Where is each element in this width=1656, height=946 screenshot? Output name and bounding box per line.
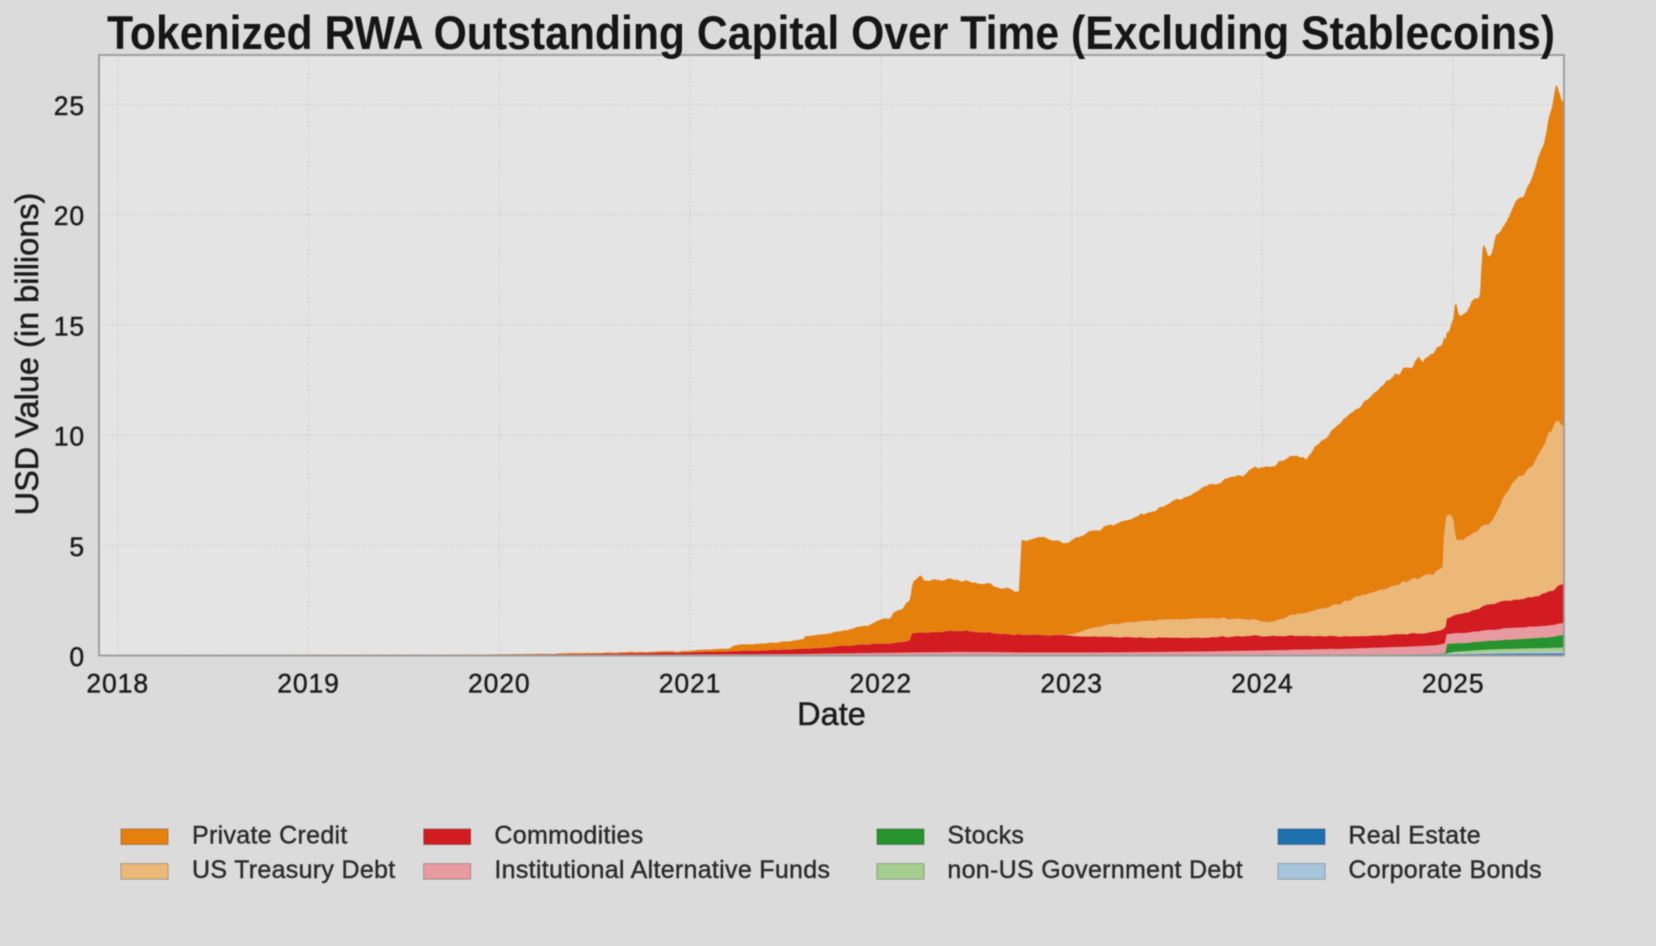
svg-text:2020: 2020	[468, 669, 531, 699]
svg-text:20: 20	[54, 201, 85, 231]
svg-text:10: 10	[54, 422, 85, 452]
svg-text:2019: 2019	[277, 669, 340, 699]
svg-text:Corporate Bonds: Corporate Bonds	[1348, 856, 1542, 884]
svg-text:0: 0	[69, 642, 85, 672]
svg-text:Date: Date	[797, 696, 866, 732]
svg-text:25: 25	[54, 91, 85, 121]
svg-text:2021: 2021	[659, 669, 722, 699]
svg-text:Real Estate: Real Estate	[1348, 822, 1481, 850]
svg-text:2024: 2024	[1231, 669, 1294, 699]
svg-text:2022: 2022	[850, 669, 913, 699]
svg-text:Stocks: Stocks	[947, 822, 1024, 850]
svg-text:15: 15	[54, 311, 85, 341]
svg-text:Tokenized RWA Outstanding Capi: Tokenized RWA Outstanding Capital Over T…	[107, 6, 1555, 59]
svg-text:Institutional Alternative Fund: Institutional Alternative Funds	[494, 856, 830, 884]
svg-text:non-US Government Debt: non-US Government Debt	[947, 856, 1243, 884]
svg-text:2018: 2018	[86, 669, 149, 699]
svg-text:2023: 2023	[1040, 669, 1103, 699]
svg-text:Private Credit: Private Credit	[192, 822, 348, 850]
svg-text:Commodities: Commodities	[494, 822, 643, 850]
svg-text:5: 5	[69, 532, 85, 562]
svg-text:US Treasury Debt: US Treasury Debt	[192, 856, 395, 884]
svg-text:USD Value (in billions): USD Value (in billions)	[9, 193, 45, 516]
svg-text:2025: 2025	[1422, 669, 1485, 699]
